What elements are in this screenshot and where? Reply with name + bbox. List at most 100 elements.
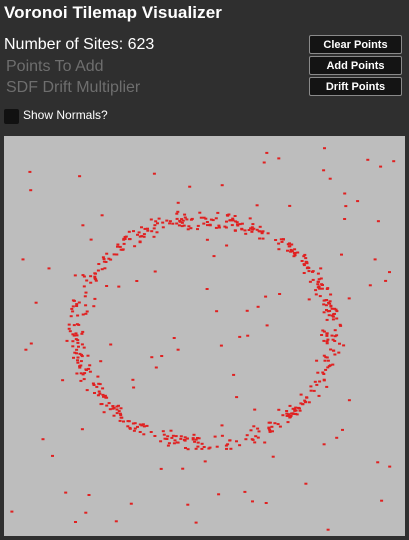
site-point [127, 230, 131, 233]
site-point [277, 157, 281, 160]
site-point [328, 177, 332, 180]
site-point [77, 345, 80, 348]
site-point [260, 232, 264, 235]
site-point [161, 430, 165, 433]
site-point [126, 420, 130, 423]
site-point [168, 220, 172, 223]
site-point [321, 371, 325, 374]
site-point [131, 378, 135, 381]
site-point [289, 414, 293, 417]
site-point [95, 385, 99, 388]
site-point [305, 262, 309, 265]
site-point [230, 224, 234, 227]
site-point [368, 284, 372, 287]
tilemap-canvas[interactable] [4, 136, 405, 536]
site-point [146, 227, 149, 230]
site-point [316, 283, 320, 286]
drift-multiplier-input[interactable]: SDF Drift Multiplier [6, 79, 141, 96]
site-point [183, 436, 187, 439]
site-point [172, 337, 176, 339]
site-point [326, 338, 330, 341]
site-point [290, 243, 294, 246]
site-point [289, 250, 293, 253]
site-point [122, 242, 126, 245]
site-point [178, 220, 182, 223]
site-point [220, 434, 224, 437]
site-point [154, 366, 158, 369]
site-point [93, 297, 97, 300]
site-point [135, 280, 139, 282]
site-point [392, 160, 396, 163]
add-points-button[interactable]: Add Points [309, 56, 402, 75]
site-point [89, 281, 93, 284]
site-point [29, 189, 33, 192]
site-point [260, 230, 264, 233]
site-point [286, 243, 290, 246]
site-point [376, 220, 380, 223]
site-point [244, 232, 248, 235]
site-point [270, 425, 274, 428]
site-point [117, 285, 121, 288]
site-point [187, 225, 191, 228]
site-point [328, 302, 332, 305]
site-point [317, 394, 321, 397]
site-point [85, 310, 89, 313]
site-point [356, 200, 360, 203]
site-point [189, 227, 193, 230]
site-point [301, 403, 305, 406]
site-point [285, 410, 289, 412]
site-point [74, 332, 78, 335]
site-point [138, 235, 142, 238]
site-point [74, 338, 78, 341]
site-point [196, 445, 200, 448]
site-point [325, 318, 329, 321]
site-point [217, 493, 221, 496]
site-point [233, 229, 237, 232]
site-point [75, 334, 79, 337]
site-point [231, 219, 235, 222]
site-point [72, 334, 76, 337]
site-point [343, 218, 347, 220]
site-point [182, 224, 186, 227]
site-point [161, 221, 165, 224]
site-point [101, 256, 105, 259]
clear-points-button[interactable]: Clear Points [309, 35, 402, 54]
site-point [209, 218, 213, 221]
site-point [216, 211, 220, 214]
site-point [302, 263, 306, 266]
site-point [85, 369, 88, 371]
site-point [168, 222, 172, 225]
site-point [238, 335, 242, 338]
site-point [97, 390, 101, 393]
site-point [114, 520, 118, 523]
site-point [81, 224, 85, 227]
site-point [268, 430, 272, 433]
site-point [85, 389, 89, 392]
show-normals-label: Show Normals? [23, 108, 108, 122]
site-point [215, 310, 219, 313]
show-normals-checkbox[interactable] [4, 109, 19, 124]
site-point [299, 393, 303, 396]
site-point [202, 216, 206, 219]
site-point [205, 288, 209, 290]
site-point [268, 428, 272, 431]
site-point [78, 366, 82, 369]
site-point [309, 389, 313, 392]
site-point [277, 408, 281, 411]
site-point [235, 221, 239, 224]
site-point [165, 219, 169, 222]
site-point [173, 439, 177, 442]
drift-points-button[interactable]: Drift Points [309, 77, 402, 96]
site-point [281, 414, 285, 417]
site-point [302, 255, 306, 258]
site-point [131, 422, 135, 425]
site-point [78, 365, 82, 368]
points-to-add-input[interactable]: Points To Add [6, 58, 104, 75]
site-point [133, 422, 137, 425]
site-point [253, 408, 257, 411]
site-point [184, 447, 187, 449]
site-point [339, 324, 343, 327]
site-point [203, 460, 207, 463]
site-point [291, 412, 295, 415]
site-point [103, 394, 107, 397]
